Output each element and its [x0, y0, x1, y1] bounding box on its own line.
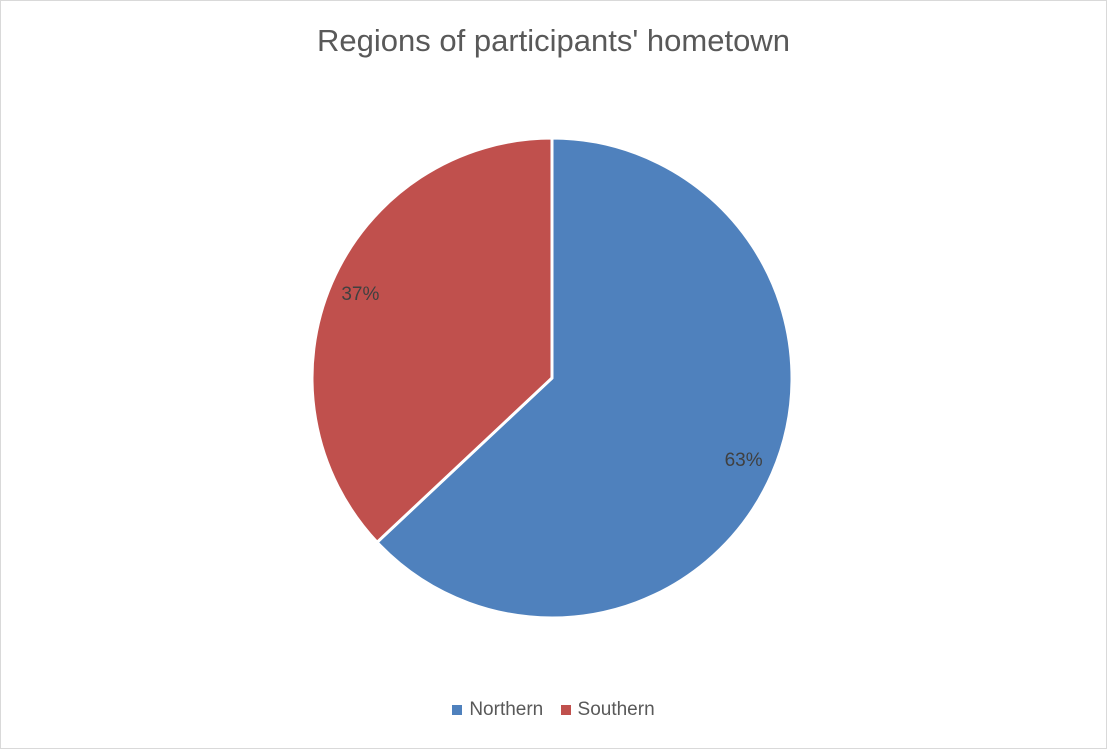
legend-item-northern: Northern — [452, 699, 543, 721]
data-label-southern: 37% — [341, 284, 379, 305]
legend-swatch-southern — [560, 705, 571, 715]
legend-label-northern: Northern — [469, 699, 544, 720]
data-label-northern: 63% — [725, 450, 763, 471]
legend-item-southern: Southern — [560, 699, 655, 721]
chart-title: Regions of participants' hometown — [317, 23, 790, 58]
legend-label-southern: Southern — [577, 699, 655, 720]
pie-data-labels: 63% 37% — [341, 284, 762, 471]
pie-slice-northern — [375, 136, 794, 620]
chart-legend: Northern Southern — [1, 699, 1106, 721]
pie-slice-southern — [310, 136, 554, 544]
legend-swatch-northern — [452, 705, 463, 715]
pie-slices — [310, 136, 794, 620]
